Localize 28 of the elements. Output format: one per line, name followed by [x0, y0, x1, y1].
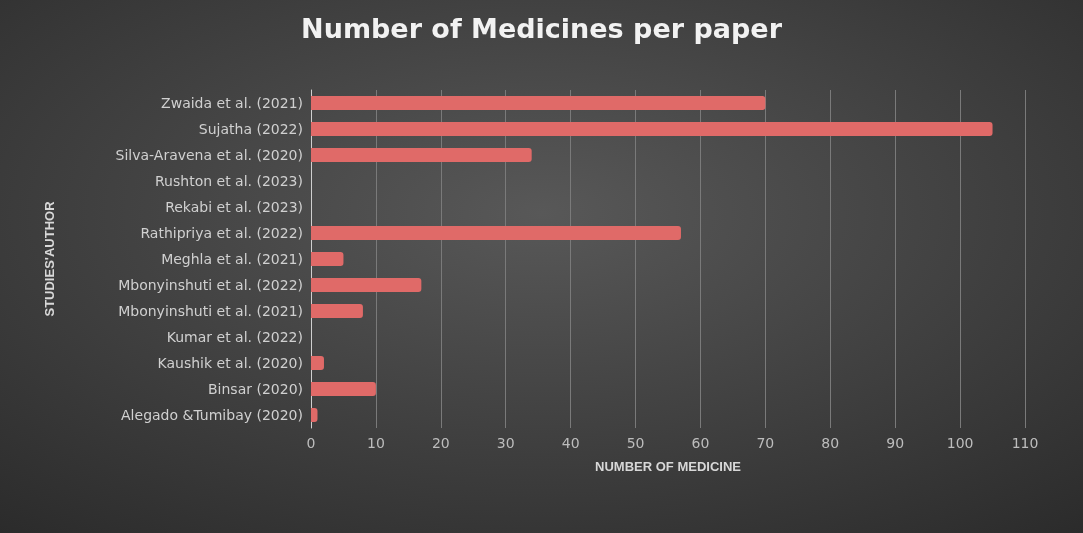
y-tick-label: Mbonyinshuti et al. (2021): [118, 303, 303, 319]
y-tick-label: Kumar et al. (2022): [166, 329, 303, 345]
x-tick-label: 40: [561, 435, 580, 451]
x-tick-label: 60: [691, 435, 710, 451]
y-tick-label: Sujatha (2022): [198, 121, 303, 137]
y-tick-label: Rushton et al. (2023): [155, 173, 303, 189]
x-tick-label: 50: [626, 435, 645, 451]
x-tick-label: 0: [306, 435, 316, 451]
x-tick-label: 80: [821, 435, 840, 451]
x-tick-label: 20: [431, 435, 450, 451]
x-tick-label: 90: [886, 435, 905, 451]
x-tick-label: 110: [1011, 435, 1039, 451]
y-tick-label: Zwaida et al. (2021): [161, 95, 303, 111]
x-tick-label: 10: [367, 435, 385, 451]
y-tick-label: Silva-Aravena et al. (2020): [115, 147, 303, 163]
x-tick-label: 100: [946, 435, 974, 451]
y-tick-label: Mbonyinshuti et al. (2022): [118, 277, 303, 293]
x-tick-label: 30: [496, 435, 515, 451]
y-axis-title: STUDIES'AUTHOR: [42, 200, 57, 317]
y-tick-label: Binsar (2020): [208, 381, 303, 397]
y-tick-label: Rekabi et al. (2023): [165, 199, 303, 215]
x-axis-title: NUMBER OF MEDICINE: [595, 459, 742, 474]
y-tick-label: Rathipriya et al. (2022): [140, 225, 303, 241]
y-tick-label: Meghla et al. (2021): [161, 251, 303, 267]
y-tick-label: Alegado &Tumibay (2020): [121, 407, 303, 423]
chart-title: Number of Medicines per paper: [301, 13, 783, 44]
x-tick-label: 70: [756, 435, 775, 451]
y-tick-label: Kaushik et al. (2020): [157, 355, 303, 371]
